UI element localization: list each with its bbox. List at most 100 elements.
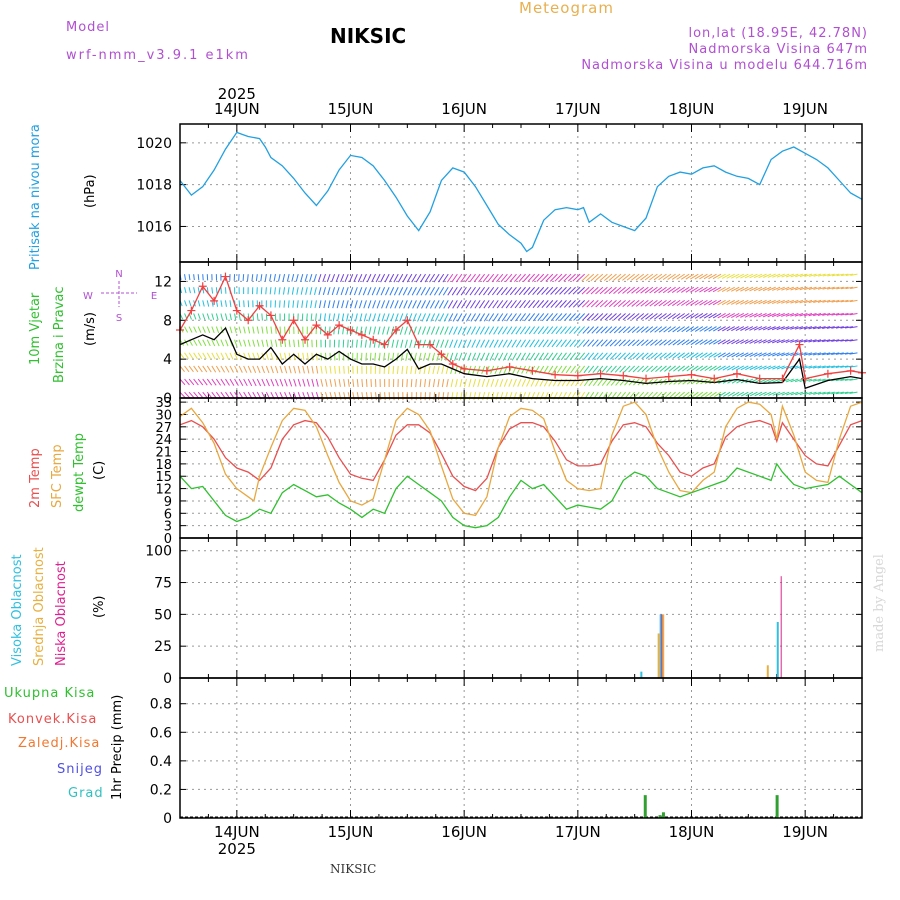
wind-barb (492, 300, 499, 309)
gust-marker (619, 371, 628, 380)
wind-barb (429, 300, 436, 309)
y-tick-label: 3 (164, 520, 172, 535)
wind-barb (703, 313, 713, 319)
wind-barb (197, 391, 204, 399)
wind-barb (333, 326, 336, 335)
wind-barb (831, 326, 840, 329)
wind-barb (422, 326, 426, 335)
wind-barb (405, 352, 408, 361)
wind-barb (772, 339, 781, 344)
wind-barb (279, 352, 283, 361)
wind-barb (785, 313, 794, 317)
wind-barb (381, 300, 386, 309)
wind-barb (371, 273, 376, 283)
wind-barb (387, 339, 390, 348)
wind-barb (376, 300, 381, 309)
wind-barb (546, 300, 554, 308)
wind-barb (731, 352, 740, 358)
wind-barb (703, 326, 713, 332)
wind-barb (777, 391, 785, 396)
wind-barb (523, 286, 531, 296)
wind-barb (243, 326, 246, 334)
wind-barb (229, 365, 234, 373)
wind-barb (354, 300, 358, 309)
wind-barb (749, 391, 758, 397)
panel-pressure: 1020 1018 1016 (136, 124, 863, 262)
wind-barb (673, 391, 681, 398)
bottom-day-label: 18JUN (669, 823, 715, 841)
wind-barb (206, 365, 212, 373)
wind-barb (844, 391, 853, 395)
wind-barb (699, 352, 708, 359)
wind-barb (506, 313, 513, 322)
wind-barb (543, 352, 549, 361)
wind-barb (229, 326, 233, 334)
wind-barb (767, 313, 776, 318)
wind-barb (785, 286, 794, 291)
wind-barb (377, 326, 381, 335)
wind-barb (385, 300, 390, 309)
wind-barb (420, 273, 426, 283)
wind-barb (642, 378, 649, 386)
wind-barb (495, 392, 499, 401)
wind-barb (827, 273, 835, 277)
wind-barb (402, 273, 408, 283)
wind-barb (320, 378, 324, 387)
wind-barb (188, 378, 195, 386)
wind-barb (831, 365, 840, 369)
gust-marker (289, 316, 298, 325)
wind-barb (373, 326, 376, 335)
wind-barb (835, 312, 844, 316)
y-tick-label: 0.4 (150, 754, 172, 770)
wind-barb (284, 365, 288, 374)
wind-barb (475, 339, 481, 348)
wind-barb (808, 326, 817, 330)
wind-barb (372, 313, 376, 322)
wind-barb (690, 313, 699, 319)
wind-barb (420, 287, 426, 296)
wind-barb (547, 365, 554, 374)
wind-barb (808, 299, 817, 304)
wind-barb (618, 326, 626, 334)
wind-barb (849, 378, 858, 381)
gust-marker (437, 350, 446, 359)
wind-barb (740, 286, 749, 292)
wind-barb (637, 378, 645, 386)
wind-barb (489, 352, 495, 361)
wind-barb (650, 352, 658, 359)
wind-barb (552, 365, 558, 374)
wind-barb (635, 299, 645, 307)
wind-barb (282, 274, 286, 282)
wind-barb (288, 352, 292, 361)
wind-barb (188, 391, 195, 399)
wind-barb (478, 300, 486, 309)
wind-barb (831, 391, 840, 395)
wind-barb (740, 273, 749, 279)
wind-barb (565, 352, 572, 361)
gust-marker (323, 330, 332, 339)
wind-barb (343, 365, 345, 374)
wind-barb (400, 339, 404, 348)
wind-barb (361, 392, 364, 401)
wind-barb (600, 339, 608, 347)
wind-barb (327, 300, 331, 309)
wind-barb (529, 339, 536, 348)
wind-barb (341, 300, 345, 309)
wind-barb (460, 392, 463, 401)
wind-barb (671, 286, 681, 293)
wind-barb (197, 313, 201, 320)
wind-barb (491, 273, 499, 283)
wind-barb (794, 286, 804, 291)
wind-barb (179, 365, 185, 372)
wind-barb (604, 326, 613, 334)
wind-barb (399, 313, 404, 322)
wind-barb (835, 365, 844, 369)
wind-barb (529, 352, 536, 361)
wind-barb (206, 313, 210, 320)
wind-barb (484, 339, 490, 348)
wind-barb (440, 339, 445, 348)
top-day-label: 16JUN (441, 100, 487, 118)
wind-barb (449, 352, 454, 361)
wind-barb (247, 274, 249, 282)
wind-barb (331, 287, 336, 296)
